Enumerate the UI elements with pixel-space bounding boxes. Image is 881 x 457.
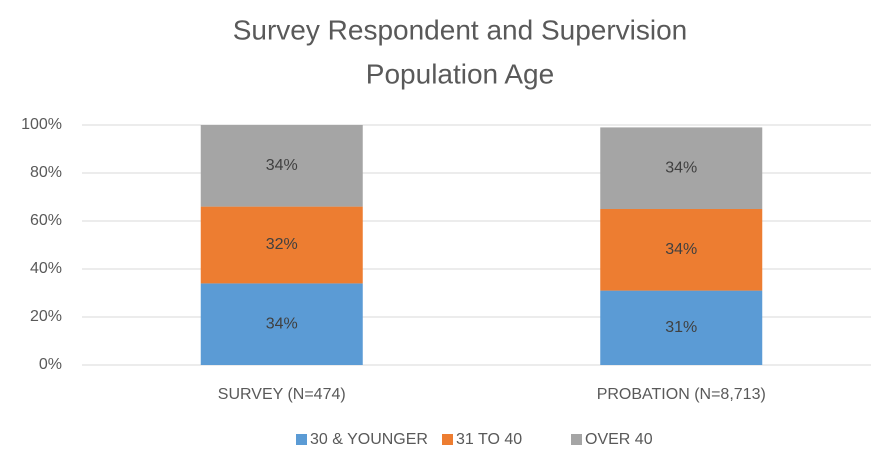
bar-segment (600, 290, 763, 365)
y-tick-label: 40% (30, 260, 62, 277)
legend-label: 31 TO 40 (456, 431, 522, 448)
legend-swatch (571, 434, 582, 445)
data-label: 34% (266, 315, 298, 332)
data-label: 32% (266, 236, 298, 253)
x-tick-label: SURVEY (N=474) (218, 386, 346, 403)
chart-title: Population Age (366, 58, 554, 89)
bar-segment (200, 283, 363, 365)
bar-segment (200, 125, 363, 207)
bar-segment (200, 206, 363, 284)
y-tick-label: 100% (21, 116, 62, 133)
data-label: 34% (665, 159, 697, 176)
data-label: 31% (665, 319, 697, 336)
x-tick-label: PROBATION (N=8,713) (597, 386, 766, 403)
data-label: 34% (665, 241, 697, 258)
legend-swatch (296, 434, 307, 445)
bar-segment (600, 209, 763, 291)
chart-title: Survey Respondent and Supervision (233, 14, 688, 45)
legend-label: 30 & YOUNGER (310, 431, 428, 448)
bar-segment (600, 127, 763, 209)
legend-label: OVER 40 (585, 431, 653, 448)
legend-swatch (442, 434, 453, 445)
y-tick-label: 0% (39, 356, 62, 373)
y-tick-label: 80% (30, 164, 62, 181)
data-label: 34% (266, 157, 298, 174)
y-tick-label: 60% (30, 212, 62, 229)
y-tick-label: 20% (30, 308, 62, 325)
